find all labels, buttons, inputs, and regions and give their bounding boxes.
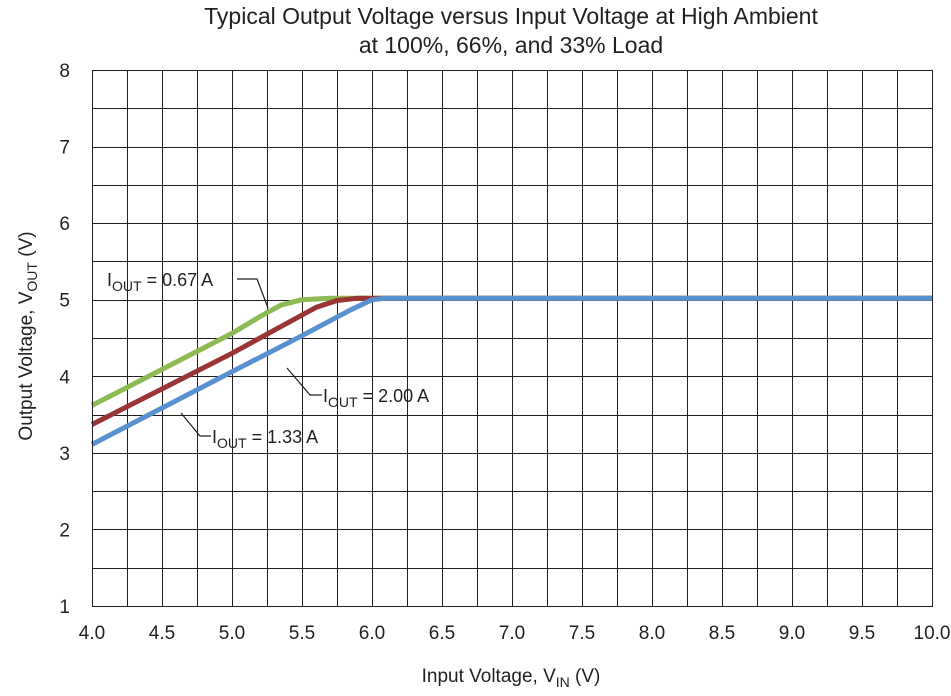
series-line-3 — [90, 295, 932, 447]
y-tick-label: 1 — [59, 597, 70, 618]
y-tick-labels: 1 2 3 4 5 6 7 8 — [59, 61, 70, 618]
y-tick-label: 7 — [59, 138, 70, 159]
x-tick-label: 5.5 — [289, 623, 315, 644]
y-tick-label: 6 — [59, 214, 70, 235]
series-label-1: IOUT = 0.67 A — [107, 270, 213, 294]
x-tick-label: 7.5 — [569, 623, 595, 644]
y-axis-label: Output Voltage, VOUT (V) — [16, 231, 40, 440]
annotation-leader-line — [237, 278, 269, 309]
series-label-2: IOUT = 2.00 A — [323, 386, 429, 410]
series-lines — [90, 295, 932, 447]
x-tick-label: 8.5 — [709, 623, 735, 644]
y-tick-label: 3 — [59, 444, 70, 465]
y-tick-label: 5 — [59, 291, 70, 312]
x-tick-label: 6.0 — [359, 623, 385, 644]
y-tick-label: 8 — [59, 61, 70, 82]
x-tick-label: 4.5 — [149, 623, 175, 644]
x-tick-labels: 4.0 4.5 5.0 5.5 6.0 6.5 7.0 7.5 8.0 8.5 9.0 9.5 10.0 — [79, 623, 951, 644]
series-label-3: IOUT = 1.33 A — [212, 427, 318, 451]
chart-title-line-1: Typical Output Voltage versus Input Volt… — [204, 3, 818, 29]
annotation-leader-line — [180, 412, 211, 437]
chart-title-line-2: at 100%, 66%, and 33% Load — [359, 32, 663, 58]
y-tick-label: 2 — [59, 520, 70, 541]
plot-frame — [91, 69, 934, 608]
x-tick-label: 9.0 — [779, 623, 805, 644]
annotation-leader-line — [286, 367, 322, 396]
x-tick-label: 9.5 — [849, 623, 875, 644]
series-line-2 — [90, 295, 932, 427]
x-tick-label: 6.5 — [429, 623, 455, 644]
x-tick-label: 4.0 — [79, 623, 105, 644]
x-tick-label: 8.0 — [639, 623, 665, 644]
x-axis-label: Input Voltage, VIN (V) — [422, 666, 601, 690]
x-tick-label: 10.0 — [914, 623, 951, 644]
x-tick-label: 5.0 — [219, 623, 245, 644]
y-tick-label: 4 — [59, 367, 70, 388]
x-tick-label: 7.0 — [499, 623, 525, 644]
